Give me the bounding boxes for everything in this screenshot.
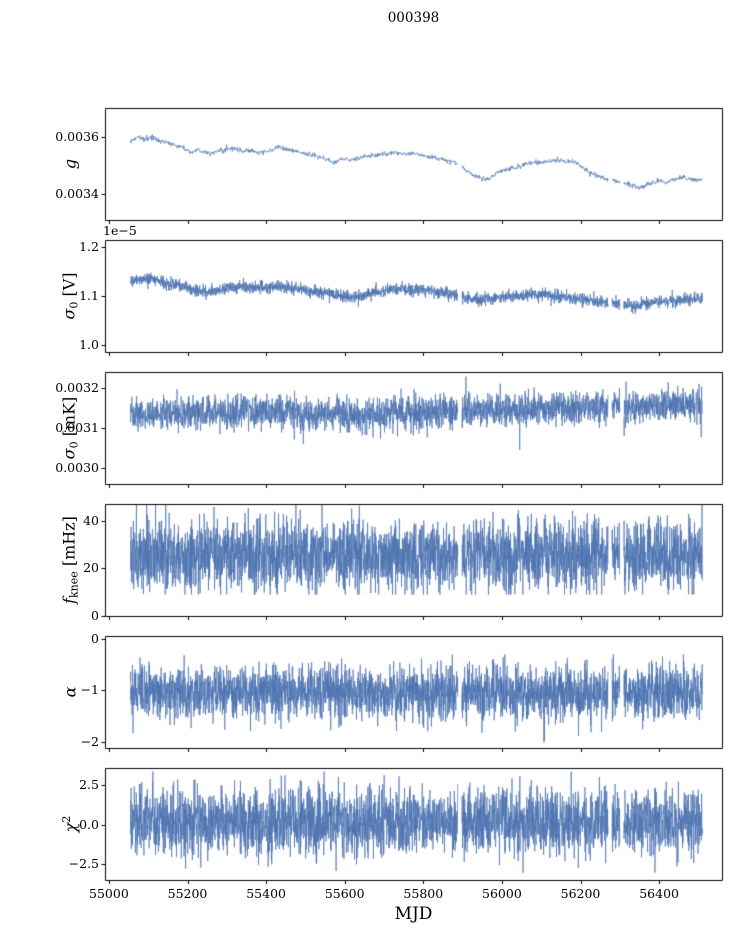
- x-axis-title: MJD: [394, 904, 433, 924]
- y-tick-label: 0.0: [79, 817, 99, 832]
- y-tick-label: 40: [83, 513, 99, 528]
- y-tick-label: 2.5: [79, 777, 99, 792]
- x-tick-label: 55400: [246, 886, 286, 901]
- y-tick-label: 1.0: [79, 337, 99, 352]
- y-tick-label: −2.5: [68, 856, 99, 871]
- y-tick-label: 0: [91, 608, 99, 623]
- y-tick-label: −2: [80, 734, 99, 749]
- y-axis-label-g: g: [60, 158, 80, 170]
- x-tick-label: 56000: [482, 886, 522, 901]
- y-tick-label: 1.2: [79, 239, 99, 254]
- x-tick-label: 56200: [560, 886, 601, 901]
- y-tick-label: 20: [83, 560, 99, 575]
- y-axis-label-alpha: α: [60, 686, 80, 698]
- y-tick-label: 0.0034: [55, 186, 99, 201]
- x-tick-label: 55000: [89, 886, 129, 901]
- y-axis-label-sigma0-V: σ0 [V]: [59, 272, 81, 320]
- y-tick-label: 0.0036: [55, 129, 99, 144]
- chart-title: 000398: [387, 10, 440, 26]
- y-axis-label-sigma0-mK: σ0 [mK]: [59, 396, 81, 460]
- x-tick-label: 55600: [324, 886, 365, 901]
- y-axis-label-chi2: χ2: [59, 815, 81, 833]
- x-tick-label: 55200: [167, 886, 208, 901]
- y-tick-label: 0.0031: [55, 420, 99, 435]
- y-tick-label: 0.0030: [55, 460, 99, 475]
- y-tick-label: 0.0032: [55, 380, 99, 395]
- y-tick-label: −1: [80, 682, 99, 697]
- x-tick-label: 55800: [403, 886, 444, 901]
- y-axis-offset-text: 1e−5: [103, 223, 137, 238]
- y-tick-label: 1.1: [79, 288, 99, 303]
- y-tick-label: 0: [91, 631, 99, 646]
- y-axis-label-f-knee: fknee [mHz]: [59, 516, 81, 604]
- x-tick-label: 56400: [639, 886, 679, 901]
